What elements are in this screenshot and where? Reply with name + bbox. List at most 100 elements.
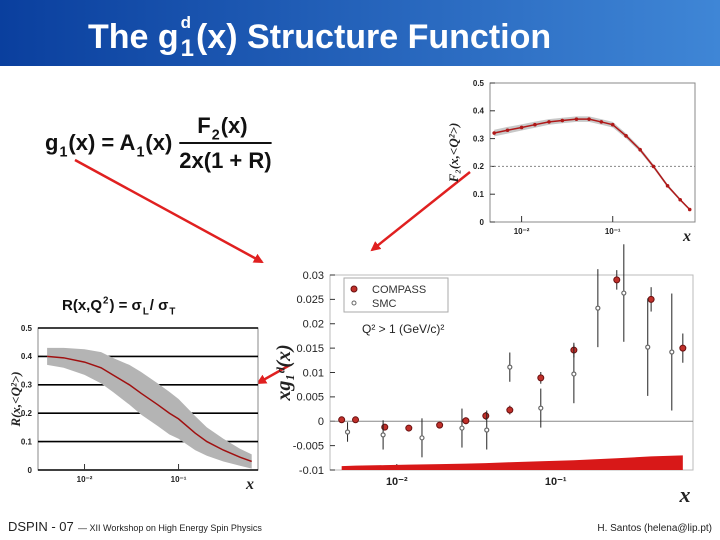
formula-text: (x) = A: [68, 130, 135, 155]
point: [613, 276, 621, 284]
error-band: [47, 347, 252, 469]
point: [537, 374, 545, 382]
point: [679, 344, 687, 352]
point: [651, 164, 656, 169]
point: [344, 429, 351, 435]
legend-swatch: [351, 300, 357, 306]
point: [571, 371, 577, 377]
x-tick-label: 10⁻²: [514, 227, 530, 236]
y-tick-label: 0.1: [21, 437, 33, 446]
title-text: The g: [88, 18, 179, 56]
annotation: Q² > 1 (GeV/c)²: [362, 322, 444, 336]
footer-left: DSPIN - 07: [8, 519, 74, 534]
point: [669, 349, 675, 355]
title: The g d 1 (x) Structure Function: [88, 13, 551, 62]
point: [678, 197, 682, 202]
charts: 00.10.20.30.40.510⁻² 10⁻¹F₂(x,<Q²>)x00.10…: [8, 79, 696, 507]
y-axis-label: xg₁ᵈ(x): [273, 344, 295, 401]
point: [638, 147, 642, 152]
point: [574, 117, 579, 121]
y-tick-label: 0.025: [296, 294, 324, 306]
formula-text: g: [45, 130, 58, 155]
point: [595, 305, 601, 311]
point: [687, 207, 692, 212]
y-tick-label: 0.3: [473, 134, 485, 143]
x-axis-label: x: [679, 482, 691, 507]
legend-label: SMC: [372, 298, 397, 310]
y-tick-label: 0.2: [473, 162, 485, 171]
y-tick-label: 0: [480, 218, 485, 227]
systematic-band: [341, 455, 683, 470]
point: [621, 290, 627, 296]
point: [405, 424, 413, 432]
y-axis-label: F₂(x,<Q²>): [446, 123, 461, 184]
x-tick-label: 10⁻¹: [171, 475, 187, 484]
chart: -0.01 -0.005 0 0.005 0.01 0.015 0.02 0.025 0.03 1…: [273, 244, 694, 507]
x-tick-label: 10⁻¹: [605, 227, 621, 236]
point: [484, 427, 490, 433]
chart: 0 0.1 0.2 0.3 0.4 0.5 10⁻² 10⁻¹ R(x,<Q²>) x: [8, 324, 259, 493]
x-tick-label: 10⁻¹: [545, 476, 567, 488]
y-tick-label: 0.03: [303, 270, 324, 282]
y-tick-label: 0: [28, 466, 33, 475]
point: [459, 425, 465, 431]
point: [610, 122, 615, 127]
x-axis-label: x: [682, 228, 691, 245]
y-tick-label: -0.005: [293, 440, 324, 452]
point: [560, 118, 565, 123]
y-tick-label: 0.005: [296, 392, 324, 404]
arrow: [256, 363, 291, 385]
y-tick-label: 0: [318, 416, 324, 428]
point: [419, 435, 425, 441]
y-tick-label: 0.2: [21, 409, 33, 418]
point: [547, 120, 551, 124]
plot-frame: [489, 82, 696, 223]
arrow: [370, 171, 471, 252]
y-tick-label: 0.1: [473, 190, 485, 199]
arrow: [74, 158, 264, 264]
line: [47, 355, 252, 463]
line: [494, 118, 691, 211]
y-axis-label: R(x,<Q²>): [8, 371, 23, 427]
point: [482, 412, 490, 420]
point: [519, 125, 524, 130]
point: [505, 128, 510, 133]
formula-text: R(x,Q: [62, 297, 102, 314]
legend-label: COMPASS: [372, 284, 426, 296]
x-tick-label: 10⁻²: [386, 476, 408, 488]
chart: 0 0.1 0.2 0.3 0.4 0.5 10⁻² 10⁻¹ F₂(x,<Q²>) x: [446, 79, 696, 245]
footer-right: H. Santos (helena@lip.pt): [597, 523, 712, 534]
formula-subscript: 1: [136, 145, 144, 161]
point: [645, 344, 651, 350]
formula-denominator: 2x(1 + R): [179, 148, 271, 173]
point: [647, 295, 655, 303]
point: [624, 134, 628, 138]
y-tick-label: 0.4: [21, 352, 33, 361]
title-subscript: 1: [181, 35, 194, 62]
y-tick-label: 0.4: [473, 107, 485, 116]
point: [506, 406, 514, 414]
point: [462, 417, 470, 425]
y-tick-label: 0.5: [21, 324, 33, 333]
y-tick-label: 0.02: [303, 319, 324, 331]
formula-text: F: [197, 113, 210, 138]
y-tick-label: 0.5: [473, 79, 485, 88]
y-tick-label: 0.01: [303, 367, 324, 379]
footer-middle: — XII Workshop on High Energy Spin Physi…: [78, 523, 262, 533]
formula-text: / σ: [150, 297, 169, 314]
formula-subscript: T: [169, 307, 175, 318]
formula-text: (x): [145, 130, 172, 155]
formula-subscript: 1: [59, 145, 67, 161]
title-text: (x) Structure Function: [196, 18, 551, 56]
formula-text: (x): [221, 113, 248, 138]
point: [538, 405, 544, 411]
point: [533, 122, 537, 127]
point: [587, 117, 591, 121]
point: [338, 416, 346, 424]
title-bar: [0, 0, 720, 66]
legend-swatch: [350, 285, 358, 293]
point: [380, 432, 386, 438]
point: [507, 364, 513, 370]
